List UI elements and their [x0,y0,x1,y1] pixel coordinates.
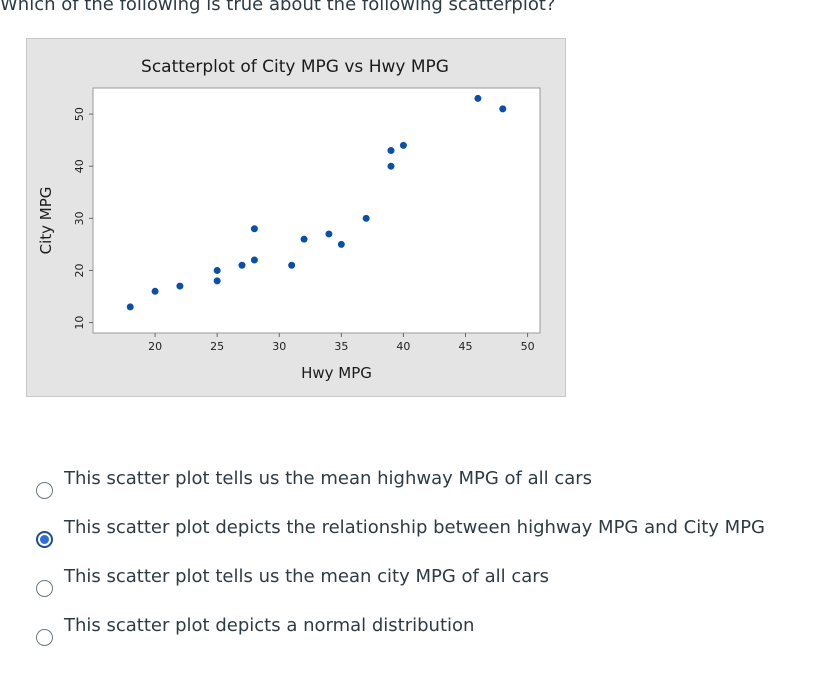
data-point [126,303,134,311]
data-point [250,256,258,264]
data-point [337,240,345,248]
data-point [238,261,246,269]
data-point [387,147,395,155]
data-point [325,230,333,238]
x-tick-label: 30 [272,340,286,353]
x-axis-label: Hwy MPG [301,364,372,382]
data-point [213,266,221,274]
data-point [499,105,507,113]
data-point [387,162,395,170]
scatterplot-figure: Scatterplot of City MPG vs Hwy MPG 20 25 30… [26,38,566,397]
radio-button[interactable] [36,580,53,597]
answer-option-2[interactable]: This scatter plot depicts the relationsh… [0,517,800,548]
x-tick-label: 20 [148,340,162,353]
x-tick-label: 40 [396,340,410,353]
plot-area [92,87,541,334]
data-point [151,287,159,295]
answer-label: This scatter plot tells us the mean high… [64,468,593,489]
answer-option-3[interactable]: This scatter plot tells us the mean city… [0,566,800,597]
radio-button[interactable] [36,629,53,646]
x-tick-label: 45 [459,340,473,353]
x-tick-label: 35 [334,340,348,353]
answer-label: This scatter plot depicts the relationsh… [64,517,766,538]
data-point [399,141,407,149]
answer-label: This scatter plot depicts a normal distr… [64,615,475,636]
x-tick-label: 25 [210,340,224,353]
radio-button[interactable] [36,531,53,548]
chart-title: Scatterplot of City MPG vs Hwy MPG [141,57,449,77]
y-axis-label: City MPG [37,187,55,255]
radio-button[interactable] [36,482,53,499]
data-point [300,235,308,243]
y-tick-label: 30 [73,211,86,225]
data-point [213,277,221,285]
scatterplot-chart: Scatterplot of City MPG vs Hwy MPG 20 25 30… [26,38,566,397]
y-tick-label: 50 [73,107,86,121]
data-point [176,282,184,290]
answer-option-1[interactable]: This scatter plot tells us the mean high… [0,468,800,499]
question-text: Which of the following is true about the… [0,0,556,15]
y-tick-label: 20 [73,263,86,277]
data-point [474,94,482,102]
x-tick-label: 50 [521,340,535,353]
data-point [362,214,370,222]
data-point [288,261,296,269]
answer-option-4[interactable]: This scatter plot depicts a normal distr… [0,615,800,646]
y-tick-label: 10 [73,316,86,330]
answer-label: This scatter plot tells us the mean city… [64,566,550,587]
data-point [250,225,258,233]
y-tick-label: 40 [73,159,86,173]
